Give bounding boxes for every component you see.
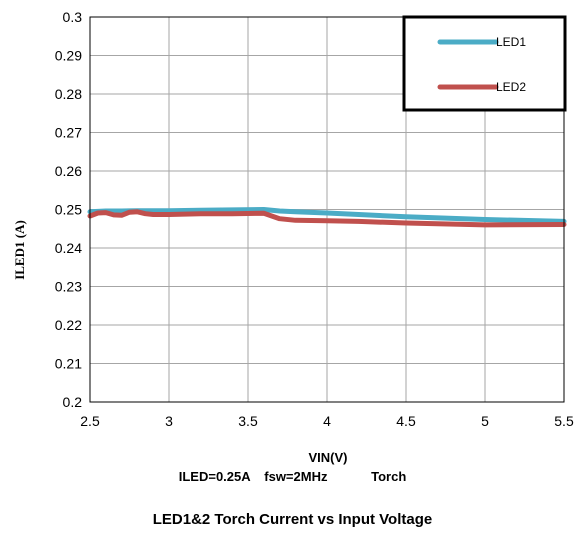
x-tick-label: 4.5 — [396, 413, 416, 429]
y-tick-label: 0.24 — [55, 240, 82, 256]
y-tick-label: 0.29 — [55, 48, 82, 64]
y-tick-label: 0.3 — [63, 9, 83, 25]
condition-iled: ILED=0.25A — [178, 469, 251, 484]
legend-label-led2: LED2 — [496, 80, 526, 94]
x-tick-label: 3.5 — [238, 413, 258, 429]
x-tick-label: 5.5 — [554, 413, 574, 429]
legend-box — [402, 15, 567, 112]
y-tick-label: 0.23 — [55, 279, 82, 295]
condition-mode: Torch — [371, 469, 407, 484]
x-tick-label: 2.5 — [80, 413, 100, 429]
series-line-led2 — [87, 209, 567, 228]
legend: LED1 LED2 — [402, 15, 567, 112]
condition-fsw: fsw=2MHz — [264, 469, 328, 484]
test-conditions: ILED=0.25A fsw=2MHz Torch — [0, 469, 585, 484]
x-tick-label: 5 — [481, 413, 489, 429]
y-tick-label: 0.27 — [55, 125, 82, 141]
x-tick-labels: 2.5 3 3.5 4 4.5 5 5.5 — [80, 413, 574, 429]
y-tick-label: 0.25 — [55, 202, 82, 218]
x-tick-label: 4 — [323, 413, 331, 429]
y-tick-labels: 0.2 0.21 0.22 0.23 0.24 0.25 0.26 0.27 0.28 0.29 0… — [55, 9, 82, 410]
y-tick-label: 0.22 — [55, 317, 82, 333]
y-axis-label: ILED1 (A) — [12, 220, 27, 280]
y-tick-label: 0.28 — [55, 86, 82, 102]
y-tick-label: 0.2 — [63, 394, 83, 410]
x-tick-label: 3 — [165, 413, 173, 429]
x-axis-label: VIN(V) — [309, 450, 348, 465]
y-tick-label: 0.21 — [55, 356, 82, 372]
chart-title: LED1&2 Torch Current vs Input Voltage — [152, 511, 433, 528]
legend-label-led1: LED1 — [496, 35, 526, 49]
y-tick-label: 0.26 — [55, 163, 82, 179]
series-lines — [87, 207, 567, 228]
plot-area-frame — [89, 16, 565, 403]
